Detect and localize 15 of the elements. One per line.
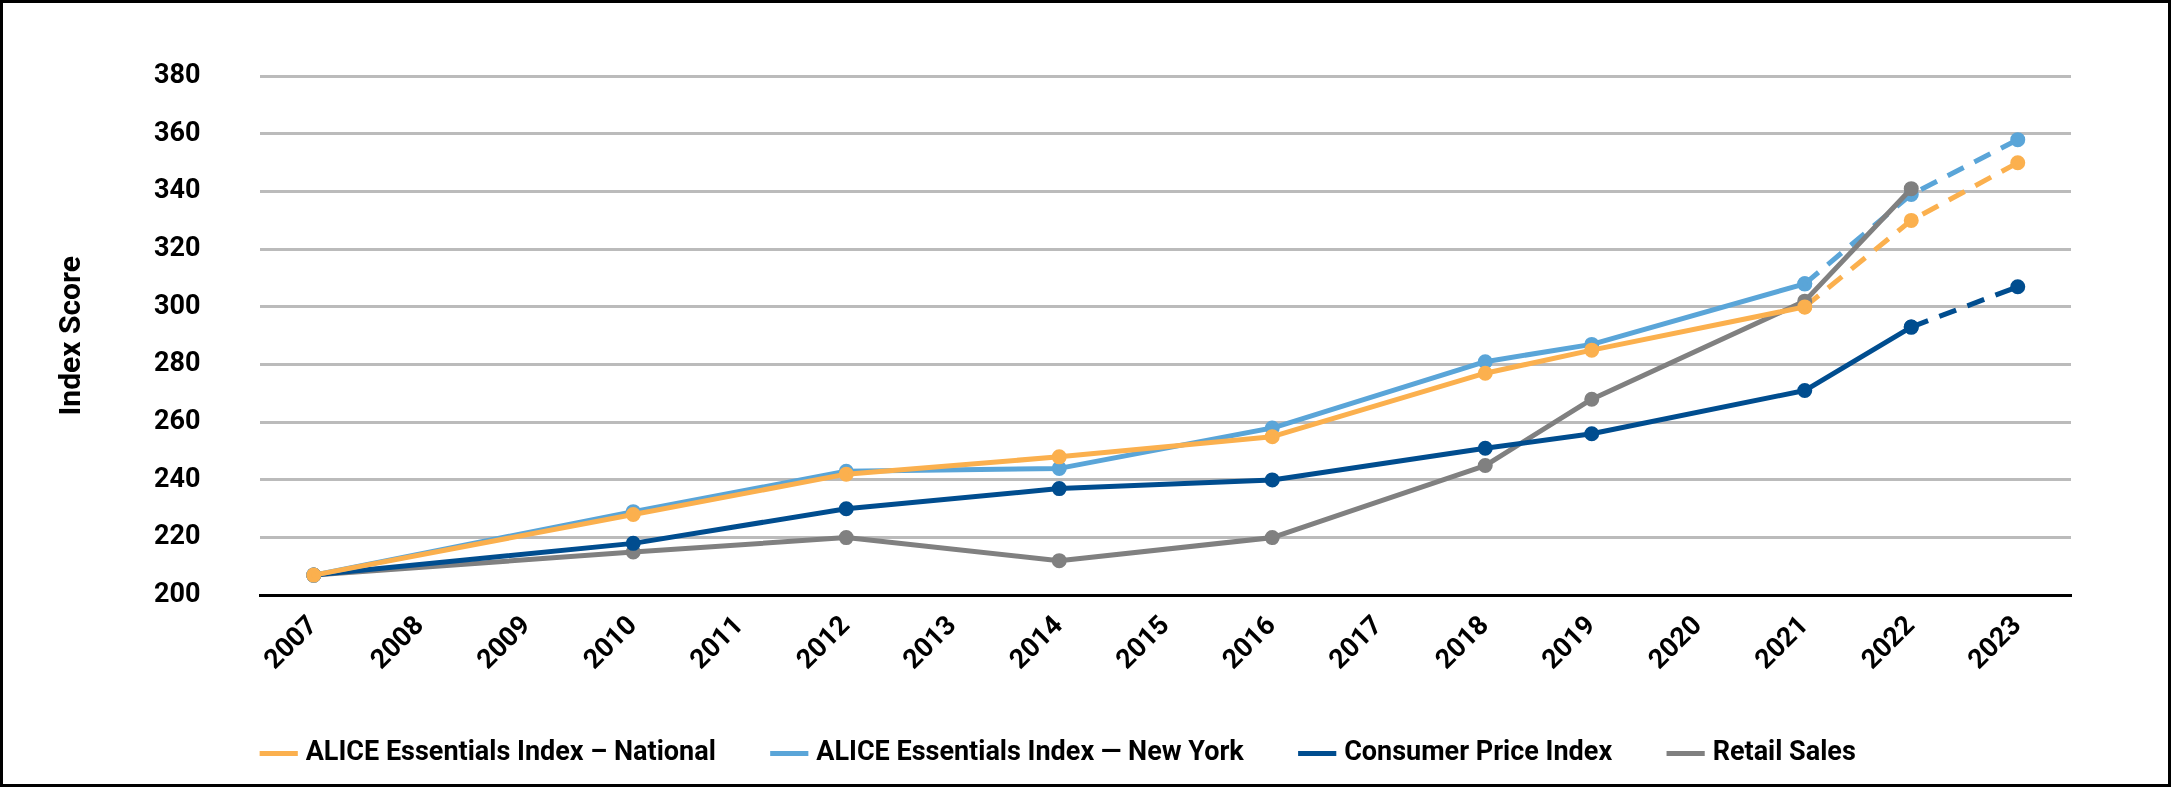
legend-label: ALICE Essentials Index – National — [305, 735, 716, 768]
y-tick-label: 280 — [153, 346, 201, 379]
y-tick-label: 340 — [153, 173, 201, 206]
y-tick-label: 320 — [153, 230, 201, 263]
y-tick-label: 300 — [153, 288, 201, 321]
y-tick-label: 220 — [153, 519, 201, 552]
y-tick-label: 240 — [153, 461, 201, 494]
legend-label: Retail Sales — [1712, 735, 1856, 768]
y-tick-label: 200 — [153, 577, 201, 610]
y-tick-label: 260 — [153, 404, 201, 436]
y-axis-title: Index Score — [51, 256, 87, 416]
y-tick-label: 380 — [153, 57, 201, 90]
legend-label: ALICE Essentials Index — New York — [816, 735, 1245, 768]
y-tick-label: 360 — [153, 115, 201, 148]
legend-label: Consumer Price Index — [1344, 735, 1613, 768]
